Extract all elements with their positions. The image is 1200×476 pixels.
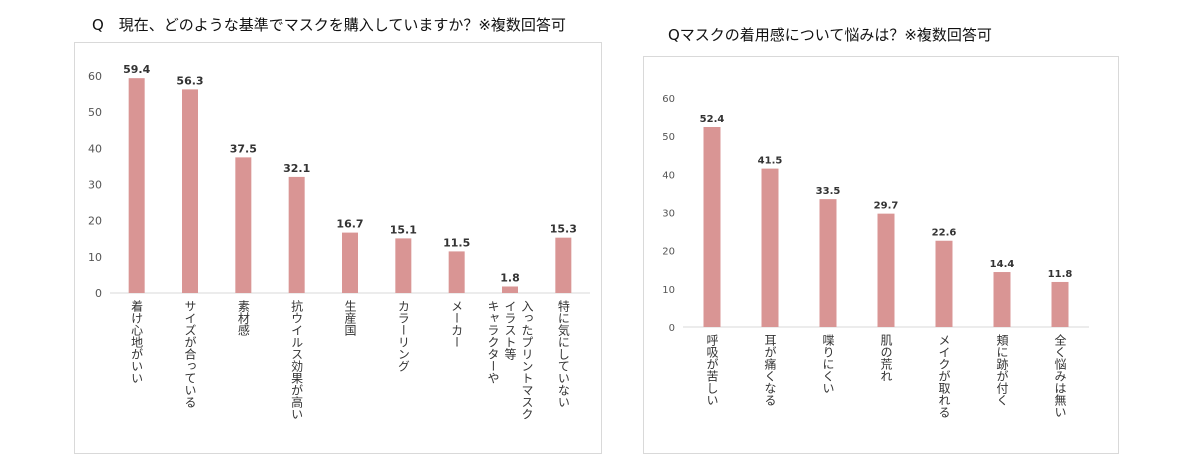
right-y-tick: 30 — [662, 209, 675, 220]
right-category-label: 頬に跡が付く — [995, 334, 1009, 406]
left-bar — [395, 238, 412, 293]
right-y-tick: 50 — [662, 132, 675, 143]
left-bar — [448, 251, 465, 293]
left-category-label: 着け心地がいい — [130, 299, 144, 384]
right-data-label: 14.4 — [990, 259, 1015, 270]
right-data-label: 33.5 — [816, 186, 841, 197]
left-data-label: 56.3 — [176, 74, 203, 87]
left-bar-chart: 0 10 20 30 40 50 60 59.4 着け心地がいい 56.3 サイズが合っている 37.… — [74, 42, 602, 454]
left-bar — [288, 176, 305, 293]
left-category-label: 生産国 — [343, 300, 357, 336]
right-data-label: 29.7 — [874, 201, 899, 212]
left-category-label: キャラクターや — [486, 300, 500, 384]
left-data-label: 15.1 — [390, 223, 417, 236]
left-category-label: カラーリング — [396, 300, 410, 372]
left-y-tick: 0 — [95, 287, 102, 300]
left-y-tick: 30 — [88, 179, 102, 192]
right-y-tick: 20 — [662, 247, 675, 258]
left-category-label: 素材感 — [236, 300, 250, 336]
right-bar — [819, 199, 837, 327]
left-bar — [502, 286, 518, 293]
left-data-label: 59.4 — [123, 63, 150, 76]
right-data-label: 52.4 — [700, 114, 725, 125]
right-bar — [703, 127, 721, 327]
left-data-label: 16.7 — [336, 218, 363, 231]
right-bar — [935, 240, 953, 327]
left-data-label: 1.8 — [500, 271, 520, 284]
left-y-tick: 40 — [88, 142, 102, 155]
right-data-label: 22.6 — [932, 228, 957, 239]
right-category-label: 喋りにくい — [821, 334, 835, 394]
left-category-label: 抗ウイルス効果が高い — [290, 299, 304, 420]
right-bar — [877, 213, 895, 327]
left-category-label: 特に気にしていない — [556, 299, 570, 408]
right-category-label: 耳が痛くなる — [763, 334, 777, 406]
left-bar — [555, 237, 572, 293]
right-data-label: 11.8 — [1048, 269, 1073, 280]
left-data-label: 11.5 — [443, 236, 470, 249]
right-y-tick: 60 — [662, 94, 675, 105]
left-data-label: 37.5 — [230, 142, 257, 155]
left-y-tick: 60 — [88, 70, 102, 83]
right-y-tick: 10 — [662, 285, 675, 296]
left-category-label: サイズが合っている — [183, 300, 197, 408]
left-chart-title: Q 現在、どのような基準でマスクを購入していますか？※複数回答可 — [92, 16, 566, 34]
right-category-label: 呼吸が苦しい — [705, 334, 719, 406]
left-y-tick: 50 — [88, 106, 102, 119]
right-data-label: 41.5 — [758, 156, 783, 167]
right-bar — [993, 272, 1011, 327]
left-data-label: 32.1 — [283, 162, 310, 175]
right-bar — [1051, 281, 1069, 327]
right-category-label: 肌の荒れ — [879, 334, 893, 382]
right-bar — [761, 168, 779, 327]
right-bar-chart: 0 10 20 30 40 50 60 52.4 呼吸が苦しい 41.5 耳が痛くなる 33.5 喋りに… — [643, 56, 1119, 454]
right-chart-title: Qマスクの着用感について悩みは？※複数回答可 — [668, 26, 992, 44]
left-bar — [342, 232, 358, 293]
left-category-label: イラスト等 — [503, 300, 517, 360]
left-chart-frame — [74, 42, 602, 454]
left-bar — [128, 78, 145, 293]
left-y-tick: 10 — [88, 251, 102, 264]
left-bar — [235, 157, 252, 293]
right-y-tick: 0 — [669, 323, 675, 334]
left-data-label: 15.3 — [550, 223, 577, 236]
left-category-label: メーカー — [450, 300, 464, 348]
left-category-label: 入ったプリントマスク — [520, 300, 534, 420]
left-bar — [182, 89, 198, 293]
right-category-label: メイクが取れる — [937, 334, 951, 418]
right-category-label: 全く悩みは無い — [1053, 333, 1067, 418]
right-y-tick: 40 — [662, 170, 675, 181]
left-y-tick: 20 — [88, 215, 102, 228]
